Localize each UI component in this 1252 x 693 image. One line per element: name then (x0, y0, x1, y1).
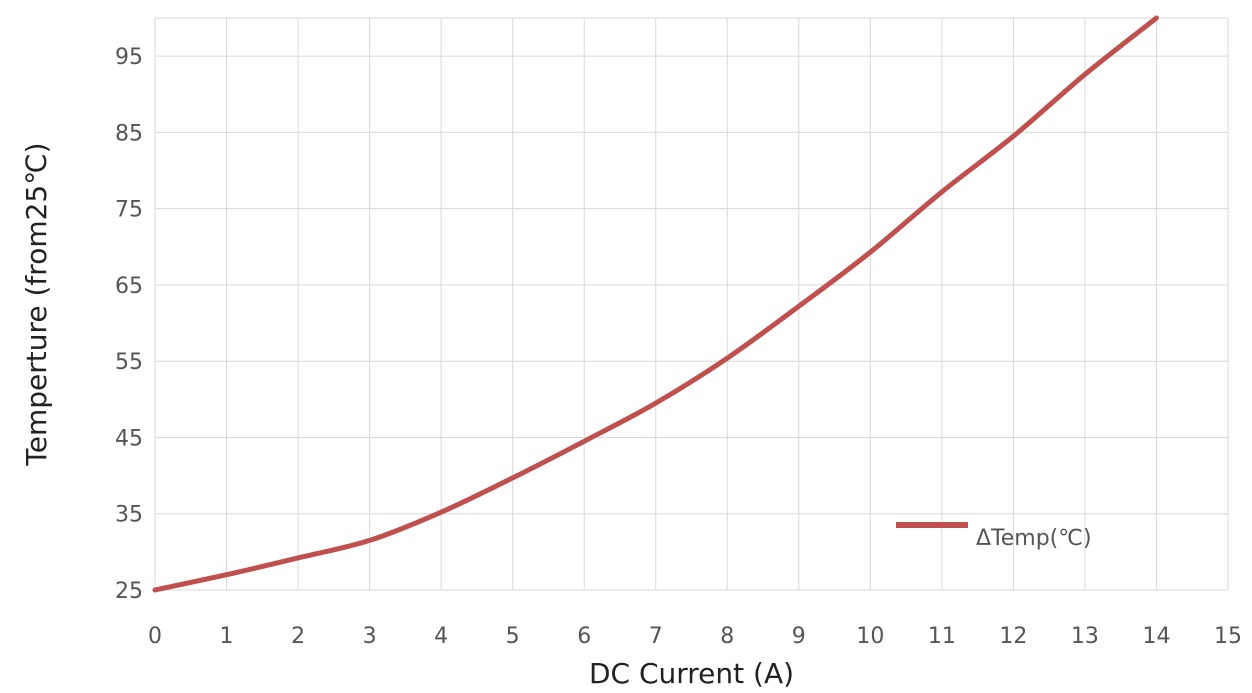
legend-label: ΔTemp(℃) (976, 526, 1092, 551)
y-axis-title: Temperture (from25℃) (20, 142, 53, 466)
y-axis-ticks: 25 35 45 55 65 75 85 95 (115, 45, 143, 604)
x-axis-title: DC Current (A) (589, 657, 794, 690)
plot-area (154, 17, 1229, 591)
y-tick-label: 35 (115, 503, 143, 528)
y-tick-label: 85 (115, 121, 143, 146)
x-tick-label: 7 (649, 624, 663, 649)
grid (154, 18, 1229, 591)
x-tick-label: 3 (363, 624, 377, 649)
x-tick-label: 14 (1142, 624, 1170, 649)
y-tick-label: 95 (115, 45, 143, 70)
x-tick-label: 0 (148, 624, 162, 649)
y-tick-label: 25 (115, 579, 143, 604)
x-tick-label: 9 (792, 624, 806, 649)
series-line (152, 15, 1159, 593)
x-tick-label: 8 (720, 624, 734, 649)
legend: ΔTemp(℃) (896, 522, 1092, 551)
series (152, 15, 1159, 593)
y-tick-label: 55 (115, 350, 143, 375)
x-tick-label: 13 (1071, 624, 1099, 649)
x-tick-label: 2 (291, 624, 305, 649)
x-tick-label: 4 (434, 624, 448, 649)
y-tick-label: 65 (115, 274, 143, 299)
x-axis-ticks: 0 1 2 3 4 5 6 7 8 9 10 11 12 13 14 15 (148, 624, 1242, 649)
y-tick-label: 75 (115, 198, 143, 223)
x-tick-label: 5 (506, 624, 520, 649)
x-tick-label: 6 (577, 624, 591, 649)
x-tick-label: 1 (220, 624, 234, 649)
x-tick-label: 11 (928, 624, 956, 649)
x-tick-label: 15 (1214, 624, 1242, 649)
x-tick-label: 10 (856, 624, 884, 649)
y-tick-label: 45 (115, 426, 143, 451)
x-tick-label: 12 (999, 624, 1027, 649)
